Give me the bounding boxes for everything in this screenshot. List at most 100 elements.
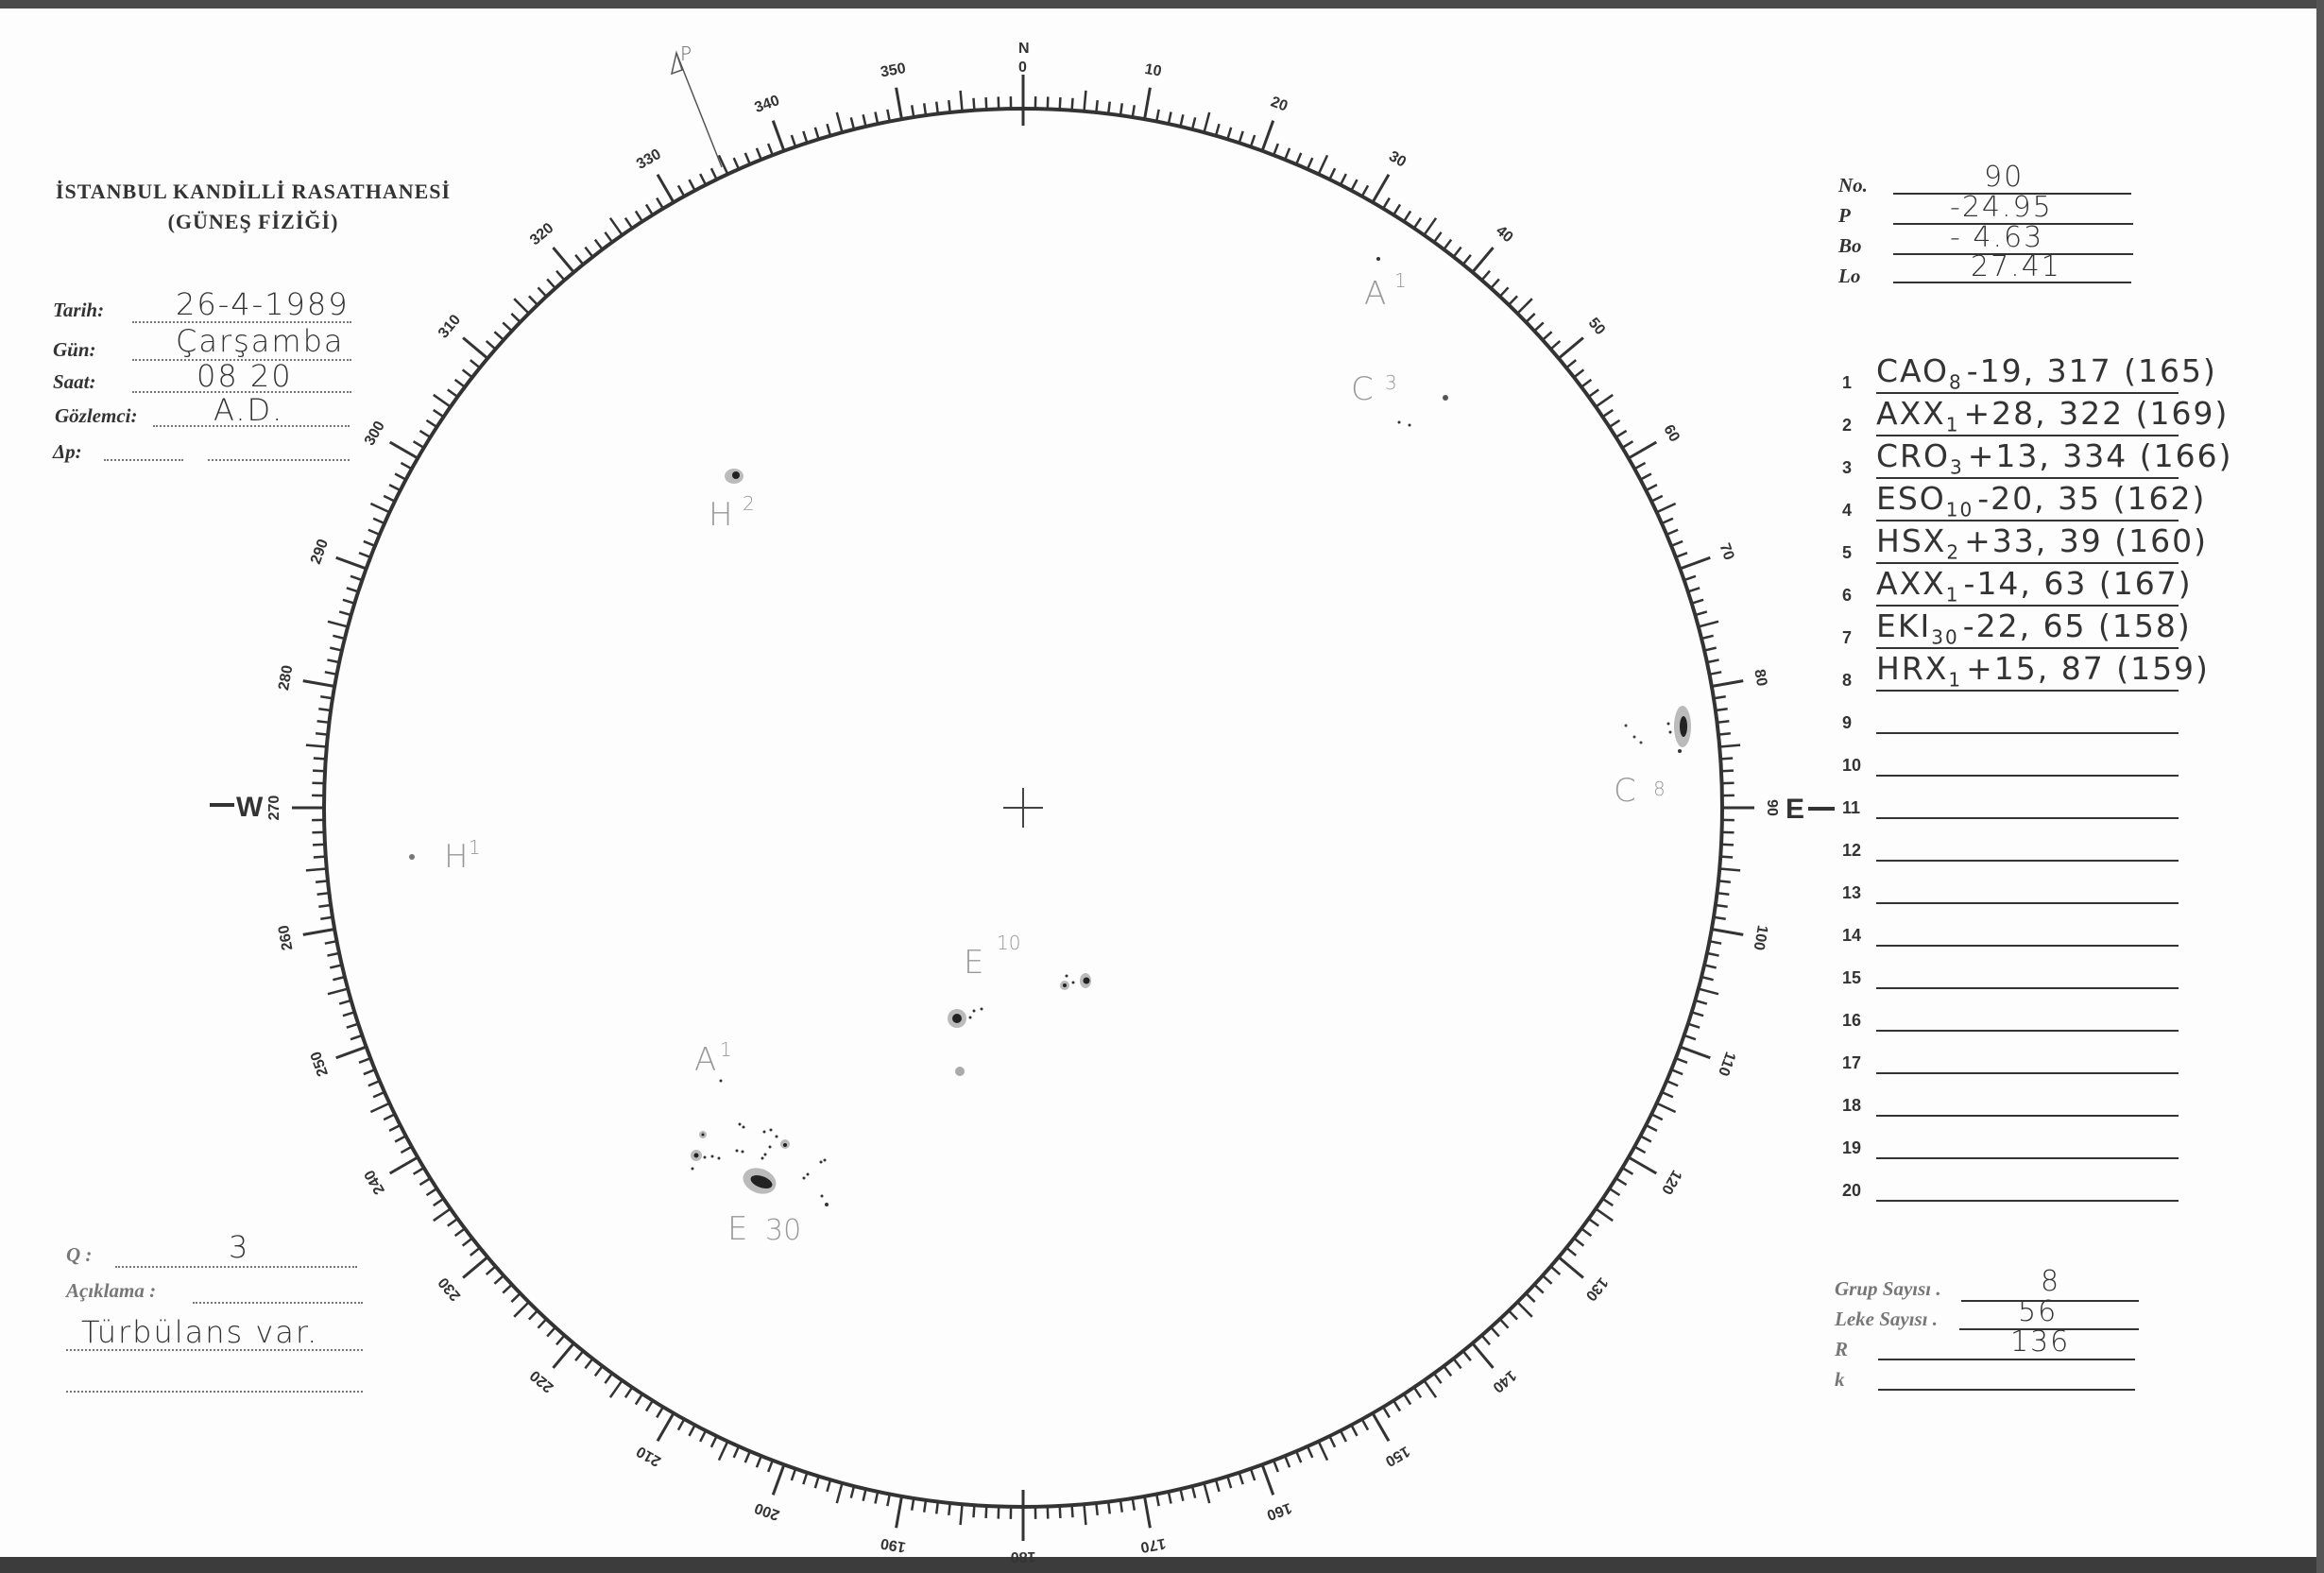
scale-tick — [1581, 378, 1593, 388]
scale-tick — [1608, 1187, 1621, 1197]
remark-line-3 — [66, 1391, 363, 1393]
svg-text:C: C — [1351, 370, 1374, 408]
scale-tick — [1306, 1445, 1314, 1459]
scale-label-zero: 0 — [1018, 60, 1027, 76]
group-row-number: 20 — [1842, 1181, 1862, 1200]
scale-tick — [1393, 1399, 1402, 1412]
solar-limb — [322, 107, 1724, 1509]
scale-tick — [656, 173, 675, 203]
svg-text:A: A — [1364, 275, 1386, 313]
group-row-number: 19 — [1842, 1138, 1862, 1157]
scale-tick — [1516, 298, 1533, 315]
remark-label: Açıklama : — [66, 1279, 157, 1302]
scale-tick — [1294, 152, 1303, 165]
scale-tick — [1698, 620, 1719, 628]
spot-count-label: Leke Sayısı . — [1835, 1308, 1939, 1330]
group-class: AXX — [1876, 565, 1946, 602]
scale-tick — [1249, 134, 1256, 147]
group-class: ESO — [1876, 480, 1946, 517]
group-row-entry: ESO10 -20, 35 (162) — [1876, 480, 2207, 520]
svg-text:10: 10 — [997, 932, 1020, 954]
scale-label: 180 — [1011, 1548, 1036, 1564]
svg-text:H: H — [444, 838, 469, 876]
scale-tick — [1260, 1463, 1275, 1496]
scale-tick — [318, 903, 332, 909]
group-row-number: 4 — [1842, 501, 1853, 520]
scale-tick — [513, 1301, 530, 1318]
group-row-entry: HSX2 +33, 39 (160) — [1876, 523, 2208, 562]
scale-tick — [604, 231, 614, 244]
group-row-number: 8 — [1842, 671, 1853, 690]
scale-tick — [922, 1499, 928, 1513]
scale-tick — [1628, 440, 1658, 460]
scale-tick — [462, 336, 489, 360]
scale-tick — [1131, 1497, 1136, 1511]
scale-label: 90 — [1764, 799, 1780, 816]
scale-tick — [363, 1069, 376, 1076]
group-spot-count: 1 — [1945, 583, 1960, 607]
group-row-line — [1876, 1157, 2179, 1159]
scale-label: 160 — [1264, 1499, 1293, 1523]
scale-tick — [388, 440, 419, 460]
scale-tick — [1190, 1485, 1197, 1498]
scale-tick — [462, 1256, 489, 1279]
scale-tick — [1070, 1505, 1074, 1518]
scale-tick — [1666, 528, 1679, 537]
scale-tick — [369, 502, 390, 514]
scale-tick — [1615, 429, 1628, 438]
scale-tick — [1167, 1491, 1172, 1504]
scale-tick — [330, 646, 343, 652]
remark-value: Türbülans var. — [81, 1314, 319, 1350]
scale-tick — [1226, 127, 1233, 140]
bo-label: Bo — [1838, 234, 1862, 257]
scale-tick — [1317, 154, 1329, 175]
scale-tick — [510, 313, 521, 323]
k-label: k — [1835, 1368, 1845, 1391]
scale-tick — [849, 117, 856, 130]
q-line — [115, 1266, 357, 1268]
scale-tick — [1719, 867, 1741, 872]
no-label: No. — [1838, 174, 1868, 197]
scale-tick — [425, 419, 438, 429]
scale-tick — [433, 1197, 445, 1207]
group-row-line — [1876, 1072, 2179, 1074]
scale-tick — [584, 1358, 594, 1370]
scale-tick — [537, 1318, 548, 1329]
scale-tick — [358, 551, 371, 558]
scale-tick — [1294, 1450, 1303, 1463]
scale-tick — [624, 1386, 634, 1398]
scale-tick — [316, 719, 330, 725]
scale-tick — [425, 1187, 438, 1197]
group-position: -14, 63 (167) — [1963, 565, 2193, 602]
scale-tick — [1328, 1435, 1337, 1448]
scale-tick — [1573, 368, 1585, 379]
group-position: +28, 322 (169) — [1963, 395, 2230, 432]
scale-tick — [1273, 143, 1280, 156]
group-row-entry: AXX1 -14, 63 (167) — [1876, 565, 2193, 605]
scale-tick — [327, 658, 340, 664]
scale-label: 230 — [436, 1274, 464, 1303]
group-position: -20, 35 (162) — [1977, 480, 2207, 517]
scale-tick — [1595, 1207, 1614, 1222]
svg-text:1: 1 — [1394, 269, 1407, 292]
scale-tick — [676, 184, 686, 197]
scale-tick — [1402, 1393, 1412, 1406]
scale-tick — [1679, 1045, 1711, 1060]
group-row-number: 12 — [1842, 841, 1862, 860]
scale-tick — [771, 120, 786, 152]
group-spot-count: 3 — [1949, 455, 1964, 479]
group-row-number: 15 — [1842, 968, 1862, 987]
scale-tick — [1542, 331, 1553, 341]
scale-tick — [862, 114, 867, 128]
scale-tick — [1471, 247, 1495, 274]
p-axis-label: P — [680, 43, 692, 65]
group-row-number: 13 — [1842, 883, 1862, 902]
group-row-number: 9 — [1842, 713, 1853, 732]
group-row-number: 1 — [1842, 373, 1853, 392]
scale-tick — [1490, 278, 1500, 289]
scale-tick — [552, 247, 575, 274]
scale-tick — [755, 1455, 762, 1468]
scale-tick — [910, 1497, 915, 1511]
scale-tick — [656, 197, 664, 210]
